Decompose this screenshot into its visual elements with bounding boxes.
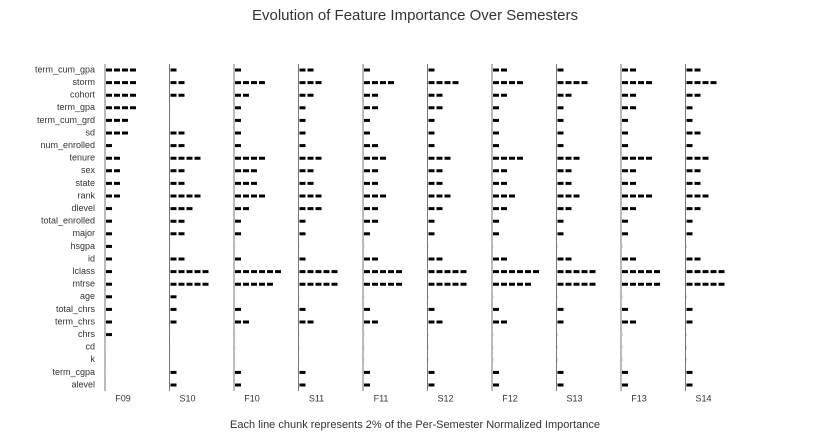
y-tick-label: sd <box>85 127 95 137</box>
y-tick-label: age <box>80 291 95 301</box>
x-tick-label: S14 <box>695 393 711 403</box>
x-tick-label: S11 <box>309 393 324 403</box>
x-tick-label: F12 <box>502 393 518 403</box>
y-tick-label: term_chrs <box>55 316 96 326</box>
y-tick-label: id <box>88 253 95 263</box>
y-tick-label: term_cgpa <box>52 367 95 377</box>
y-tick-label: alevel <box>71 379 95 389</box>
x-tick-label: S10 <box>179 393 195 403</box>
y-tick-label: term_gpa <box>57 102 95 112</box>
x-tick-label: F13 <box>631 393 647 403</box>
y-tick-label: major <box>72 228 95 238</box>
y-tick-label: dlevel <box>71 203 95 213</box>
y-tick-label: chrs <box>78 329 96 339</box>
x-tick-label: F09 <box>115 393 131 403</box>
x-tick-label: F11 <box>374 393 389 403</box>
y-tick-label: rank <box>77 190 95 200</box>
y-tick-label: lclass <box>72 266 95 276</box>
y-tick-label: sex <box>81 165 96 175</box>
y-tick-label: tenure <box>69 153 95 163</box>
y-tick-label: cohort <box>70 90 96 100</box>
y-tick-label: num_enrolled <box>40 140 95 150</box>
y-tick-label: storm <box>73 77 96 87</box>
y-tick-label: term_cum_grd <box>37 115 95 125</box>
y-tick-label: k <box>91 354 96 364</box>
y-tick-label: total_chrs <box>56 304 96 314</box>
x-tick-label: S13 <box>566 393 582 403</box>
x-tick-label: S12 <box>437 393 453 403</box>
y-tick-label: state <box>75 178 95 188</box>
y-tick-label: term_cum_gpa <box>35 64 95 74</box>
y-tick-label: total_enrolled <box>41 216 95 226</box>
y-tick-label: mtrse <box>73 279 96 289</box>
x-axis-label: Each line chunk represents 2% of the Per… <box>230 419 600 431</box>
chart-title: Evolution of Feature Importance Over Sem… <box>252 7 578 24</box>
y-tick-label: hsgpa <box>70 241 95 251</box>
y-tick-label: cd <box>85 342 95 352</box>
x-tick-label: F10 <box>244 393 260 403</box>
